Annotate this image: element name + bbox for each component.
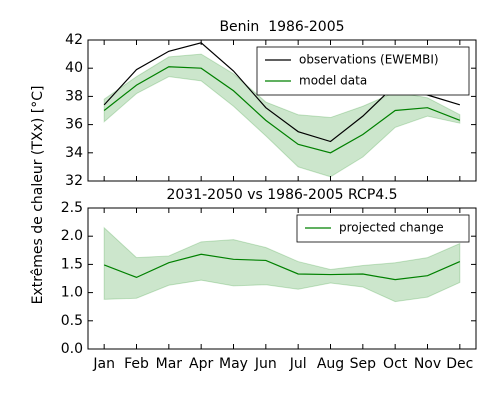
y-tick-label: 34 bbox=[65, 145, 83, 161]
range-band bbox=[103, 53, 461, 178]
legend-label: observations (EWEMBI) bbox=[299, 53, 439, 67]
y-tick-label: 42 bbox=[65, 32, 83, 48]
y-tick-label: 38 bbox=[65, 88, 83, 104]
y-axis-label: Extrêmes de chaleur (TXx) [°C] bbox=[30, 86, 46, 305]
x-tick-label: Sep bbox=[350, 356, 377, 372]
legend-label: projected change bbox=[339, 221, 444, 235]
legend: observations (EWEMBI) model data bbox=[256, 46, 470, 96]
x-tick-label: Mar bbox=[156, 356, 183, 372]
legend: projected change bbox=[296, 214, 470, 243]
y-tick-label: 0.5 bbox=[61, 313, 83, 329]
chart-title: Benin 1986-2005 bbox=[219, 19, 344, 35]
x-tick-label: Apr bbox=[189, 356, 213, 372]
x-tick-label: Jul bbox=[289, 356, 307, 372]
y-tick-label: 32 bbox=[65, 173, 83, 189]
y-tick-label: 1.5 bbox=[61, 256, 83, 272]
y-tick-label: 1.0 bbox=[61, 285, 83, 301]
range-band bbox=[103, 226, 461, 303]
plot-frame bbox=[87, 39, 477, 182]
data-line bbox=[103, 253, 461, 281]
y-tick-label: 2.0 bbox=[61, 228, 83, 244]
x-tick-label: Jun bbox=[254, 356, 277, 372]
y-tick-label: 0.0 bbox=[61, 341, 83, 357]
x-tick-label: Aug bbox=[317, 356, 344, 372]
chart-title: 2031-2050 vs 1986-2005 RCP4.5 bbox=[166, 187, 397, 203]
y-tick-label: 40 bbox=[65, 60, 83, 76]
legend-label: model data bbox=[299, 74, 367, 88]
x-tick-label: Nov bbox=[414, 356, 441, 372]
x-tick-label: Dec bbox=[446, 356, 473, 372]
legend-box bbox=[256, 46, 470, 96]
x-tick-label: Oct bbox=[383, 356, 408, 372]
data-line bbox=[103, 66, 461, 154]
x-tick-label: May bbox=[219, 356, 248, 372]
y-tick-label: 36 bbox=[65, 117, 83, 133]
x-tick-label: Feb bbox=[124, 356, 149, 372]
plot-frame bbox=[87, 207, 477, 350]
y-tick-label: 2.5 bbox=[61, 200, 83, 216]
x-tick-label: Jan bbox=[92, 356, 115, 372]
